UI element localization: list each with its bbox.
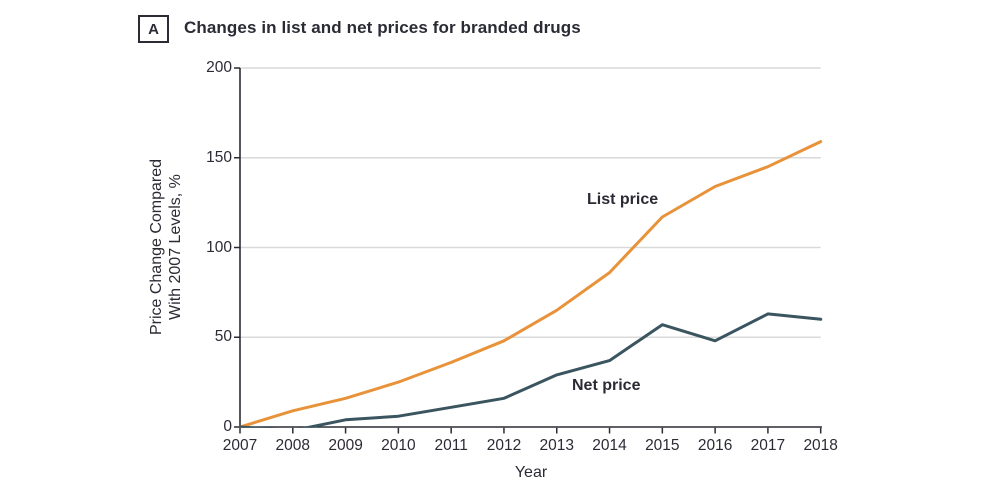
list-price-series-label: List price [587,191,659,208]
panel-label-box: A [138,15,169,43]
panel-label: A [148,20,159,38]
x-tick-label-2007: 2007 [222,437,258,454]
series-lines [238,140,823,428]
x-tick-label-2016: 2016 [697,437,733,454]
y-tick-label-200: 200 [206,59,232,76]
y-axis-title-line2: With 2007 Levels, % [167,174,184,320]
gridlines [240,67,821,338]
x-tick-label-2010: 2010 [381,437,416,454]
net-price-line [238,312,823,428]
y-tick-label-50: 50 [214,328,232,346]
y-tick-label-150: 150 [206,148,232,166]
x-tick-label-2013: 2013 [539,437,574,454]
y-tick-label-100: 100 [206,238,232,256]
x-tick-label-2015: 2015 [645,437,680,454]
x-tick-label-2018: 2018 [803,437,838,454]
list-price-line [238,140,823,428]
y-axis-title: Price Change Compared With 2007 Levels, … [147,159,185,335]
chart-title: Changes in list and net prices for brand… [184,18,581,37]
x-tick-label-2012: 2012 [486,437,522,454]
x-tick-label-2011: 2011 [434,437,468,454]
x-tick-label-2009: 2009 [328,437,363,454]
x-tick-label-2014: 2014 [592,437,627,454]
y-axis-title-line1: Price Change Compared [148,158,165,336]
x-axis-title: Year [514,464,548,481]
y-tick-label-0: 0 [223,418,232,435]
x-tick-label-2017: 2017 [750,437,786,454]
axes [234,67,822,434]
net-price-series-label: Net price [572,377,641,394]
x-tick-label-2008: 2008 [275,437,311,454]
